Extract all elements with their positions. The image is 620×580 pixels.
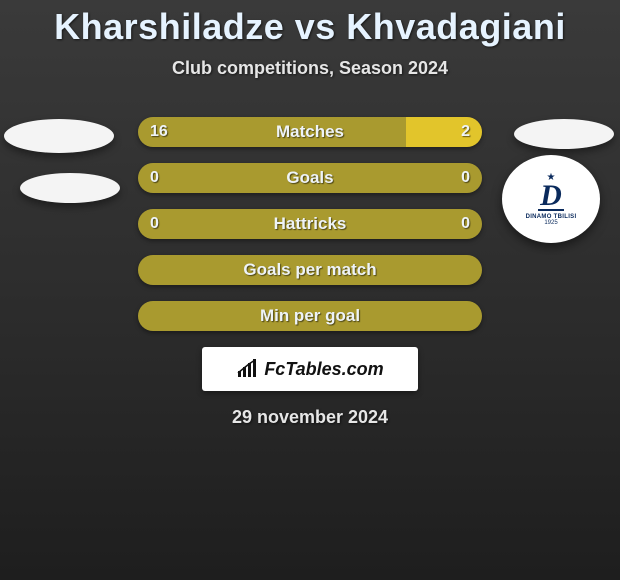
page-subtitle: Club competitions, Season 2024 [0,58,620,79]
stat-row: Min per goal [138,301,482,331]
stat-value-right: 0 [461,215,470,233]
comparison-area: ★ D DINAMO TBILISI 1925 Matches162Goals0… [0,117,620,331]
left-player-badge-1 [4,119,114,153]
bar-segment-left [138,117,406,147]
stat-row: Goals00 [138,163,482,193]
bar-segment-left [138,255,482,285]
stat-value-left: 16 [150,123,168,141]
stat-value-right: 2 [461,123,470,141]
bars-container: Matches162Goals00Hattricks00Goals per ma… [138,117,482,331]
club-initial: D [538,184,564,211]
right-club-logo: ★ D DINAMO TBILISI 1925 [502,155,600,243]
left-player-badge-2 [20,173,120,203]
branding-box: FcTables.com [202,347,418,391]
stat-value-right: 0 [461,169,470,187]
club-year: 1925 [544,220,557,226]
stat-value-left: 0 [150,169,159,187]
right-player-badge-1 [514,119,614,149]
chart-icon [236,359,260,379]
stat-row: Matches162 [138,117,482,147]
stat-row: Hattricks00 [138,209,482,239]
bar-segment-right [406,117,482,147]
page-title: Kharshiladze vs Khvadagiani [0,0,620,48]
bar-segment-left [138,209,482,239]
branding-label: FcTables.com [264,359,383,380]
stat-row: Goals per match [138,255,482,285]
bar-segment-left [138,301,482,331]
stat-value-left: 0 [150,215,159,233]
bar-segment-left [138,163,482,193]
footer-date: 29 november 2024 [0,407,620,428]
